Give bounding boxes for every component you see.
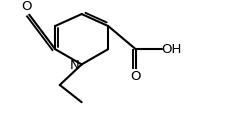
Text: N: N (69, 59, 79, 72)
Text: O: O (130, 70, 140, 83)
Text: OH: OH (161, 43, 181, 56)
Text: O: O (21, 0, 32, 13)
